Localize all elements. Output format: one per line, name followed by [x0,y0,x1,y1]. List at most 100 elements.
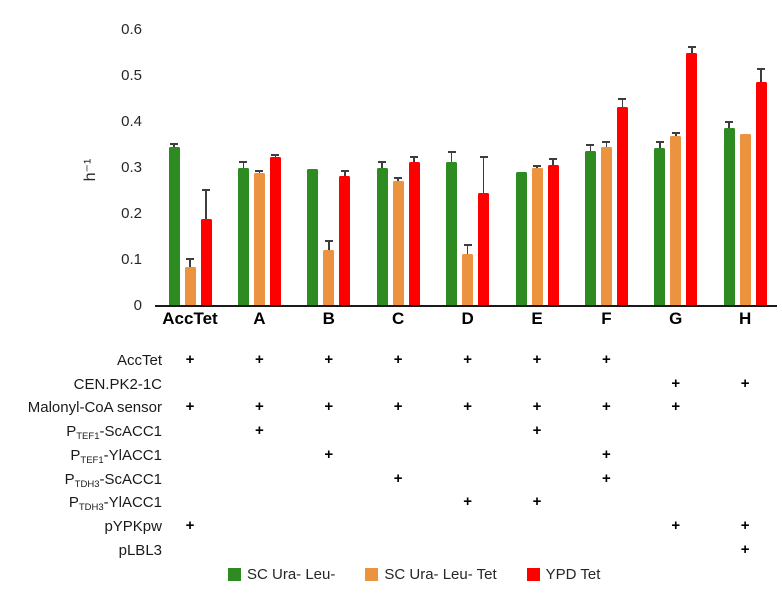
error-bar-cap [447,151,456,154]
plus-mark: + [255,398,264,416]
plus-mark: + [324,445,334,463]
error-bar-cap [170,142,178,145]
bar-sc-ura--leu--tet-D [462,254,474,306]
plus-mark: + [740,374,750,392]
legend-item: YPD Tet [526,566,601,583]
bar-sc-ura--leu--A [237,168,249,306]
bar-ypd-tet-A [269,156,281,306]
error-bar [552,158,554,165]
plus-mark: + [602,445,611,463]
legend-item: SC Ura- Leu- Tet [365,566,497,583]
bar-ypd-tet-E [547,164,559,306]
plus-mark: + [671,374,681,392]
plus-mark: + [393,351,403,368]
bar-sc-ura--leu--tet-C [392,180,404,306]
y-tick-label: 0.1 [121,251,142,268]
category-label-d: D [461,309,474,328]
error-bar-cap [340,169,349,172]
plus-mark: + [463,493,472,511]
error-bar [381,162,383,168]
category-label-h: H [739,309,752,328]
category-label-acctet: AccTet [162,309,218,328]
bar-sc-ura--leu--tet-AccTet [184,266,196,306]
category-label-c: C [392,309,405,328]
y-tick-label: 0.3 [121,159,142,176]
error-bar-cap [725,120,734,123]
error-bar [760,69,762,82]
error-bar-cap [324,240,333,243]
table-row-label: Malonyl-CoA sensor [27,399,162,417]
legend-swatch [526,568,540,581]
y-tick-label: 0.4 [121,113,142,130]
legend-label: SC Ura- Leu- [247,566,336,583]
plus-mark: + [463,351,472,368]
error-bar-cap [479,155,488,158]
y-tick-label: 0.2 [121,205,142,222]
bar-ypd-tet-B [339,175,351,306]
error-bar-cap [271,154,280,157]
bar-sc-ura--leu--H [723,127,735,306]
plus-mark: + [671,398,681,416]
error-bar [728,121,730,128]
plus-mark: + [255,351,264,368]
category-label-b: B [322,309,335,328]
error-bar [242,162,245,168]
error-bar [675,132,677,136]
error-bar-cap [757,68,766,71]
bar-ypd-tet-H [755,81,767,306]
bar-sc-ura--leu--G [654,148,666,306]
error-bar-cap [655,140,664,143]
bar-sc-ura--leu--D [446,162,458,306]
bar-sc-ura--leu--F [584,151,596,306]
bar-sc-ura--leu--tet-F [600,147,612,306]
category-label-a: A [253,309,266,328]
error-bar [397,178,399,181]
error-bar [450,152,453,163]
table-row-label: PTDH3-ScACC1 [64,470,162,490]
error-bar [621,99,624,107]
plus-mark: + [532,493,542,511]
error-bar-cap [186,258,194,261]
bar-sc-ura--leu--C [376,167,388,306]
error-bar [659,141,661,149]
category-label-f: F [601,309,612,328]
plus-mark: + [532,422,542,440]
error-bar-cap [687,46,696,49]
table-row-label: PTEF1-ScACC1 [66,423,162,443]
plus-mark: + [324,398,334,416]
bar-ypd-tet-AccTet [200,218,212,306]
category-label-g: G [669,309,683,328]
table-row-label: AccTet [116,352,162,369]
table-row-label: pLBL3 [118,541,162,559]
table-row-label: CEN.PK2-1C [73,375,162,393]
plus-mark: + [185,351,195,368]
error-bar [466,244,469,254]
error-bar [173,143,175,148]
error-bar [605,142,608,148]
error-bar-cap [255,170,264,173]
chart-legend: SC Ura- Leu- SC Ura- Leu- Tet YPD Tet [228,566,600,583]
error-bar [189,259,191,267]
bar-sc-ura--leu--AccTet [168,147,180,306]
plus-mark: + [740,516,750,534]
y-tick-label: 0 [133,297,142,314]
plus-mark: + [740,540,750,558]
x-axis-line [155,305,777,307]
legend-swatch [228,568,241,581]
error-bar-cap [549,157,557,160]
bar-sc-ura--leu--tet-A [253,173,265,306]
plus-mark: + [602,351,611,368]
bar-sc-ura--leu--E [515,172,527,306]
error-bar [589,145,592,152]
legend-label: YPD Tet [545,566,601,583]
error-bar [691,47,693,53]
bar-ypd-tet-G [686,52,698,306]
error-bar-cap [394,177,403,180]
plus-mark: + [463,398,472,416]
legend-swatch [365,568,379,581]
table-row-label: PTEF1-YlACC1 [70,446,162,466]
error-bar-cap [533,164,541,167]
plus-mark: + [532,398,542,416]
bar-sc-ura--leu--B [307,168,319,306]
